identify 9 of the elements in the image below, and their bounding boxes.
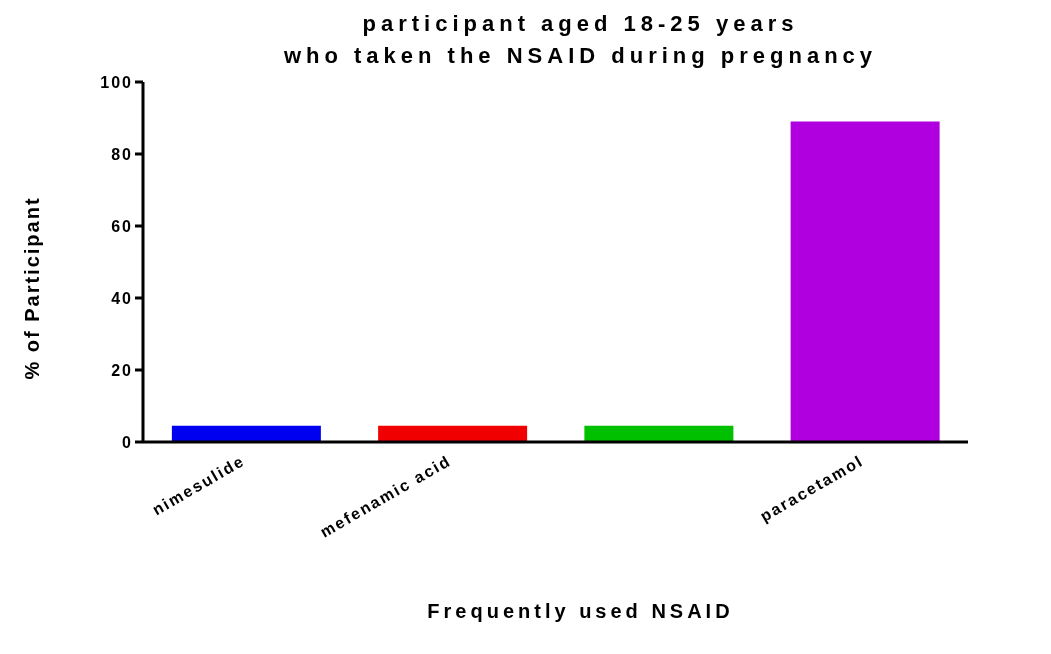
y-tick-label: 40 (111, 289, 133, 307)
y-tick-label: 20 (111, 361, 133, 379)
x-axis-title: Frequently used NSAID (426, 600, 735, 623)
y-axis-title: % of Participant (20, 196, 44, 380)
y-tick-label: 80 (111, 145, 133, 163)
chart-title: participant aged 18-25 years who taken the NSAID during pregnancy (282, 10, 879, 70)
y-tick-label: 100 (100, 73, 133, 91)
y-tick-label: 60 (111, 217, 133, 235)
y-tick-label: 0 (122, 433, 133, 451)
